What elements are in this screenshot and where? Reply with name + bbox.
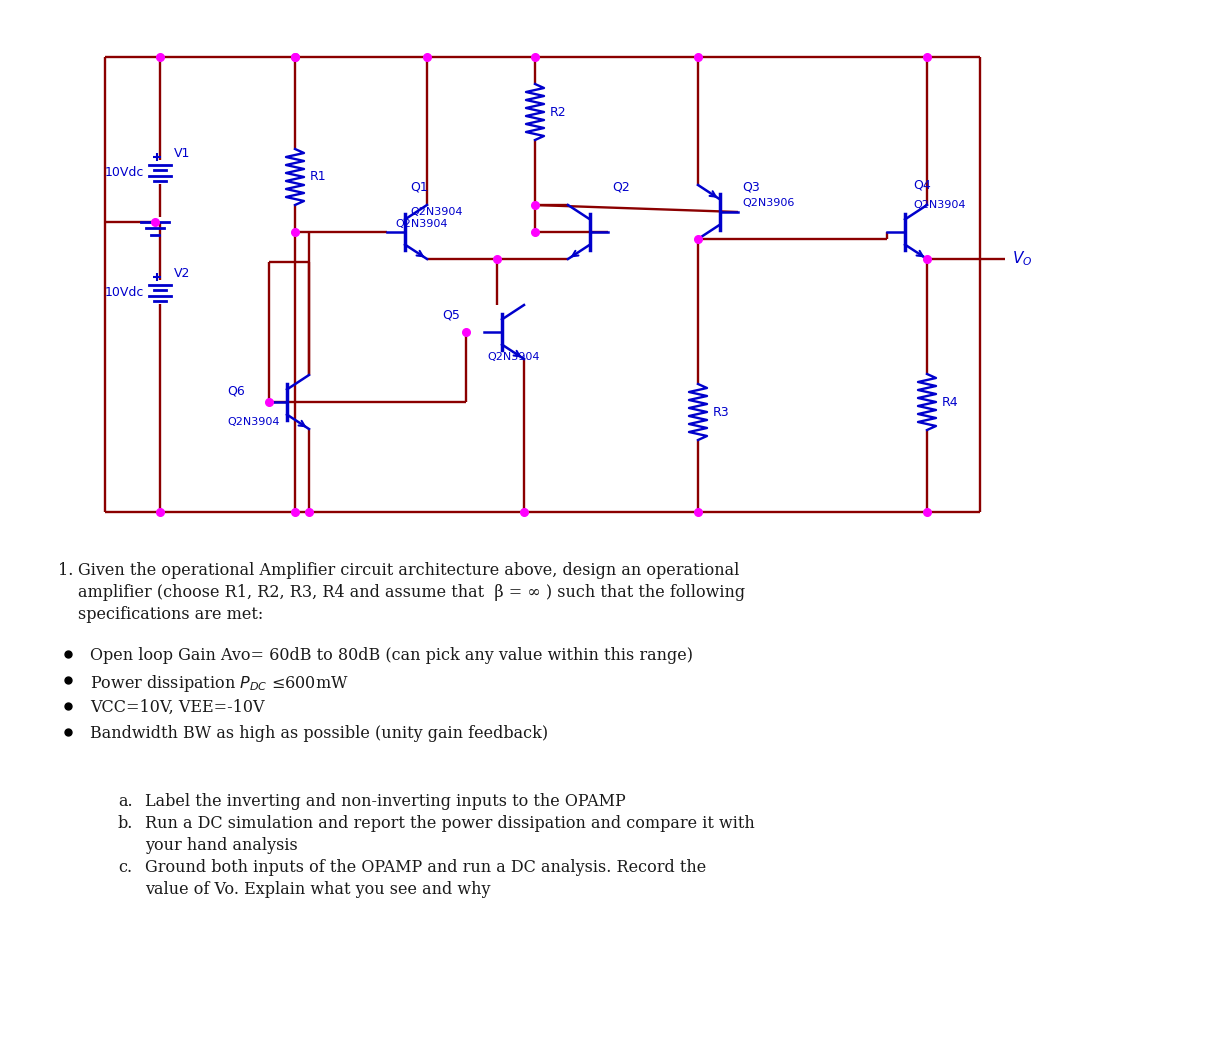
Text: Run a DC simulation and report the power dissipation and compare it with: Run a DC simulation and report the power… xyxy=(145,815,755,832)
Text: R2: R2 xyxy=(550,105,567,119)
Text: specifications are met:: specifications are met: xyxy=(78,606,263,623)
Text: Q5: Q5 xyxy=(443,309,459,322)
Text: b.: b. xyxy=(118,815,134,832)
Text: V2: V2 xyxy=(174,267,191,280)
Text: Q4: Q4 xyxy=(913,179,931,193)
Text: VCC=10V, VEE=-10V: VCC=10V, VEE=-10V xyxy=(90,699,264,716)
Text: your hand analysis: your hand analysis xyxy=(145,837,298,854)
Text: 1.: 1. xyxy=(58,562,74,579)
Text: R1: R1 xyxy=(310,170,327,183)
Text: Q6: Q6 xyxy=(227,384,245,397)
Text: 10Vdc: 10Vdc xyxy=(105,285,144,299)
Text: Q3: Q3 xyxy=(742,181,760,194)
Text: Q2N3904: Q2N3904 xyxy=(410,207,462,217)
Text: Q2N3904: Q2N3904 xyxy=(396,219,447,229)
Text: R3: R3 xyxy=(713,405,730,419)
Text: Q2: Q2 xyxy=(611,181,630,194)
Text: Bandwidth BW as high as possible (unity gain feedback): Bandwidth BW as high as possible (unity … xyxy=(90,725,548,742)
Text: $V_O$: $V_O$ xyxy=(1012,249,1032,268)
Text: Q2N3906: Q2N3906 xyxy=(742,198,795,208)
Text: 10Vdc: 10Vdc xyxy=(105,165,144,179)
Text: R4: R4 xyxy=(942,396,959,408)
Text: Q1: Q1 xyxy=(410,181,428,194)
Text: V1: V1 xyxy=(174,147,191,160)
Text: Q2N3904: Q2N3904 xyxy=(227,417,280,427)
Text: Power dissipation $P_{DC}$ ≤600mW: Power dissipation $P_{DC}$ ≤600mW xyxy=(90,673,349,694)
Text: Ground both inputs of the OPAMP and run a DC analysis. Record the: Ground both inputs of the OPAMP and run … xyxy=(145,859,707,876)
Text: Given the operational Amplifier circuit architecture above, design an operationa: Given the operational Amplifier circuit … xyxy=(78,562,739,579)
Text: Open loop Gain Avo= 60dB to 80dB (can pick any value within this range): Open loop Gain Avo= 60dB to 80dB (can pi… xyxy=(90,647,693,664)
Text: amplifier (choose R1, R2, R3, R4 and assume that  β = ∞ ) such that the followin: amplifier (choose R1, R2, R3, R4 and ass… xyxy=(78,584,745,601)
Text: c.: c. xyxy=(118,859,133,876)
Text: value of Vo. Explain what you see and why: value of Vo. Explain what you see and wh… xyxy=(145,881,491,898)
Text: a.: a. xyxy=(118,793,133,810)
Text: Q2N3904: Q2N3904 xyxy=(913,200,966,210)
Text: Q2N3904: Q2N3904 xyxy=(487,352,539,362)
Text: Label the inverting and non-inverting inputs to the OPAMP: Label the inverting and non-inverting in… xyxy=(145,793,626,810)
